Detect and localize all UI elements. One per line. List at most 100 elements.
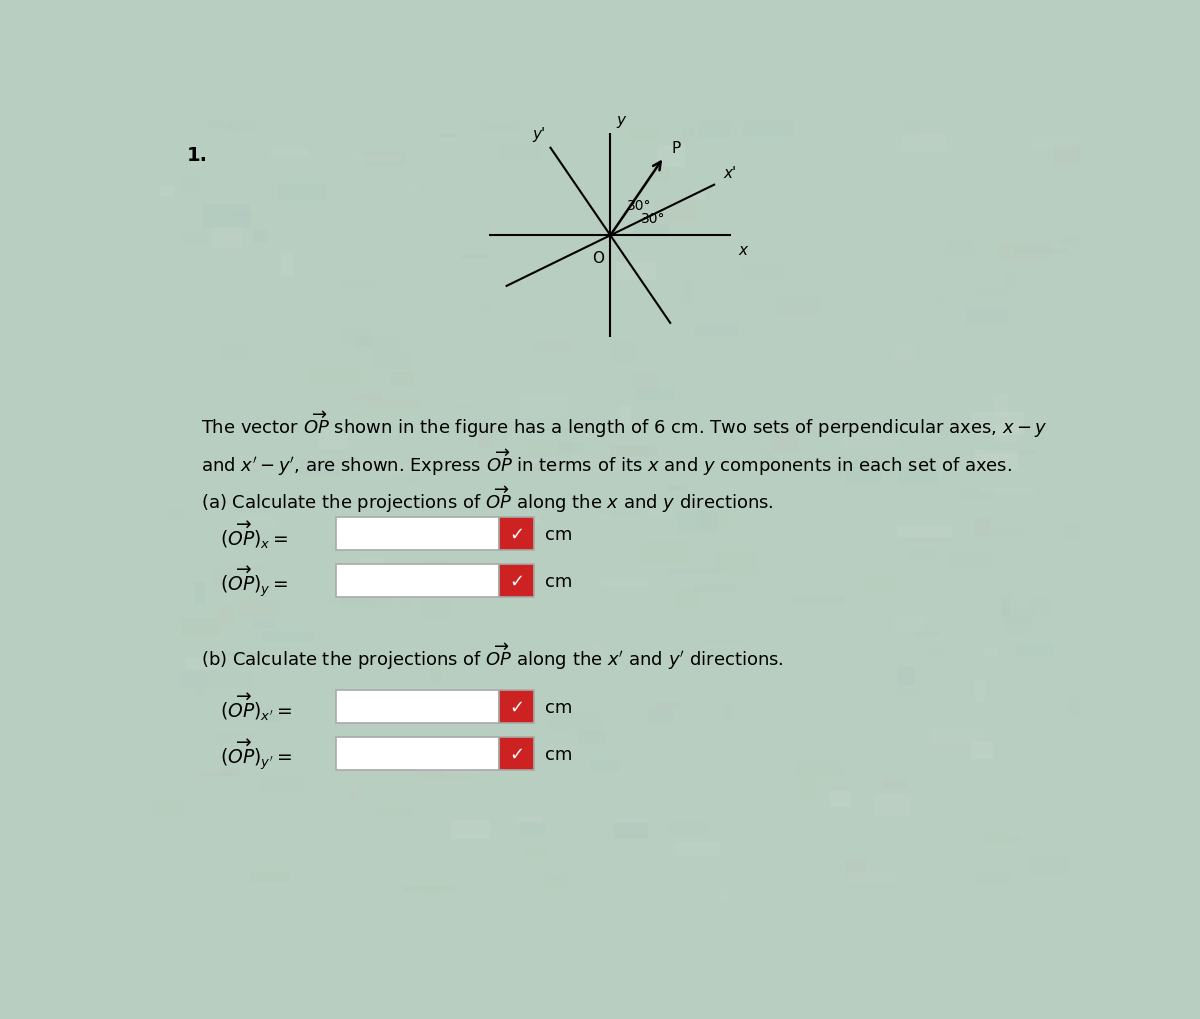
Bar	[966, 308, 1008, 326]
Bar	[308, 368, 361, 382]
Bar	[611, 341, 637, 363]
Bar	[226, 566, 266, 571]
Text: O: O	[593, 251, 605, 266]
Bar	[251, 872, 289, 882]
Bar	[898, 667, 914, 686]
Text: (a) Calculate the projections of $\overrightarrow{OP}$ along the $x$ and $y$ dir: (a) Calculate the projections of $\overr…	[202, 483, 774, 515]
Bar	[796, 762, 845, 776]
Bar	[997, 244, 1051, 262]
Bar	[558, 442, 584, 453]
Bar	[914, 632, 940, 636]
Bar	[281, 254, 294, 277]
Bar	[948, 551, 992, 571]
Bar	[655, 702, 680, 709]
Bar	[222, 342, 247, 361]
Bar	[979, 487, 1034, 493]
Text: (b) Calculate the projections of $\overrightarrow{OP}$ along the $x'$ and $y'$ d: (b) Calculate the projections of $\overr…	[202, 640, 784, 672]
Text: cm: cm	[545, 573, 572, 590]
Bar	[336, 518, 499, 550]
Text: $(\overrightarrow{OP})_{y'}=$: $(\overrightarrow{OP})_{y'}=$	[220, 737, 292, 771]
Bar	[610, 445, 658, 458]
Bar	[976, 450, 1018, 470]
Bar	[934, 299, 946, 304]
Bar	[262, 632, 314, 642]
Bar	[479, 426, 492, 449]
Bar	[193, 683, 204, 696]
Bar	[534, 341, 571, 354]
Bar	[214, 228, 244, 250]
Text: and $x'-y'$, are shown. Express $\overrightarrow{OP}$ in terms of its $x$ and $y: and $x'-y'$, are shown. Express $\overri…	[202, 446, 1012, 477]
Bar	[1030, 597, 1051, 614]
Text: The vector $\overrightarrow{OP}$ shown in the figure has a length of 6 cm. Two s: The vector $\overrightarrow{OP}$ shown i…	[202, 409, 1048, 439]
Bar	[845, 461, 882, 483]
Bar	[319, 428, 348, 449]
Bar	[677, 512, 716, 533]
Bar	[1001, 594, 1010, 616]
Bar	[743, 121, 794, 138]
Bar	[959, 488, 996, 499]
Bar	[930, 729, 984, 746]
Bar	[742, 263, 782, 278]
Bar	[901, 135, 947, 152]
Bar	[620, 407, 631, 427]
Text: ✓: ✓	[509, 745, 524, 763]
Bar	[401, 463, 418, 483]
Bar	[800, 775, 816, 798]
Bar	[971, 741, 994, 759]
Bar	[1032, 140, 1079, 149]
Bar	[634, 223, 668, 238]
Bar	[353, 156, 398, 162]
Bar	[1007, 833, 1026, 838]
Bar	[370, 688, 380, 706]
Bar	[216, 652, 265, 656]
Bar	[598, 511, 642, 517]
Bar	[216, 732, 256, 743]
Bar	[775, 298, 822, 317]
Text: 1.: 1.	[187, 146, 209, 165]
Bar	[575, 714, 604, 736]
Bar	[654, 202, 697, 222]
Bar	[370, 399, 421, 410]
Bar	[180, 175, 202, 191]
Bar	[694, 326, 739, 337]
Bar	[366, 152, 404, 167]
Bar	[994, 394, 1008, 417]
Bar	[984, 451, 1036, 454]
Bar	[206, 672, 253, 690]
Bar	[348, 789, 358, 800]
Bar	[792, 597, 846, 603]
Text: ✓: ✓	[509, 573, 524, 590]
Bar	[439, 135, 457, 139]
Bar	[910, 549, 936, 562]
Bar	[239, 599, 280, 615]
Bar	[618, 446, 649, 454]
Bar	[648, 710, 673, 723]
Bar	[220, 766, 240, 776]
Bar	[1064, 524, 1114, 541]
Bar	[546, 711, 574, 733]
Bar	[1001, 606, 1037, 623]
Bar	[498, 146, 541, 161]
Bar	[683, 127, 695, 138]
Bar	[590, 759, 620, 771]
Bar	[167, 508, 185, 520]
Text: ✓: ✓	[509, 698, 524, 715]
Bar	[926, 650, 944, 655]
Bar	[630, 373, 660, 391]
Bar	[830, 792, 851, 807]
Bar	[1004, 270, 1015, 287]
Bar	[1006, 616, 1031, 635]
Bar	[1078, 507, 1114, 513]
Bar	[280, 276, 299, 283]
Bar	[160, 186, 174, 197]
Bar	[181, 619, 220, 636]
Bar	[762, 449, 775, 461]
Bar	[376, 807, 413, 817]
Bar	[404, 734, 432, 739]
Bar	[658, 146, 685, 168]
Bar	[426, 561, 446, 578]
Bar	[546, 874, 568, 890]
Bar	[983, 649, 997, 657]
Bar	[280, 425, 314, 433]
Bar	[365, 374, 376, 380]
